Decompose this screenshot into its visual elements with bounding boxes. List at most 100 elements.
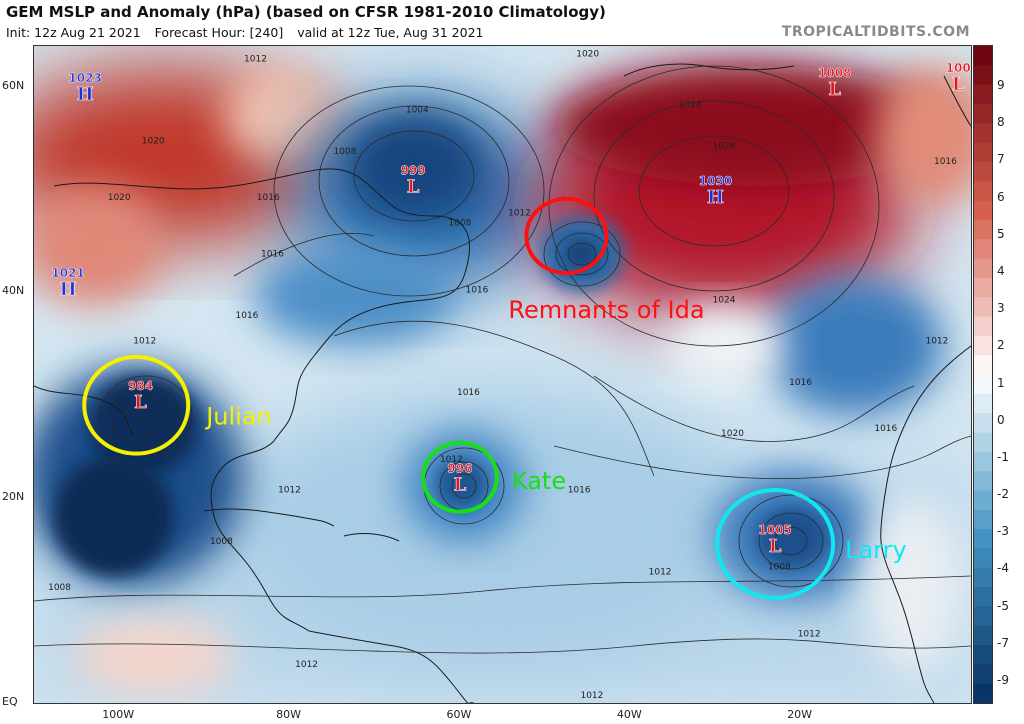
colorbar-label: 3 <box>997 301 1005 316</box>
colorbar-segment <box>974 683 992 704</box>
colorbar-segment <box>974 645 992 665</box>
isobar-label: 1020 <box>142 137 165 147</box>
colorbar-label: 6 <box>997 189 1005 204</box>
longitude-label: 20W <box>787 708 813 721</box>
init-time: Init: 12z Aug 21 2021 <box>6 25 141 40</box>
low-pressure-marker: L <box>828 79 841 100</box>
storm-circle <box>524 196 609 276</box>
high-pressure-marker: H <box>77 84 94 105</box>
colorbar-segment <box>974 432 992 453</box>
texas-coast <box>34 385 135 437</box>
high-pressure-marker: H <box>707 187 724 208</box>
gulf-coast <box>210 440 310 632</box>
colorbar-segment <box>974 509 992 530</box>
isobar-line <box>34 575 971 602</box>
isobar-label: 1012 <box>649 568 672 578</box>
low-pressure-marker: L <box>952 74 965 95</box>
storm-circle <box>420 440 499 514</box>
colorbar-label: 2 <box>997 338 1005 353</box>
pressure-center-value: 999 <box>401 164 426 178</box>
colorbar-segment <box>974 393 992 414</box>
pressure-center-value: 1023 <box>68 71 101 85</box>
site-brand: TROPICALTIDBITS.COM <box>781 24 970 40</box>
colorbar-segment <box>974 142 992 163</box>
isobar-label: 1008 <box>768 563 791 573</box>
storm-label: Julian <box>204 402 272 430</box>
isobar-label: 1016 <box>465 285 488 295</box>
isobar-ring <box>543 221 621 287</box>
colorbar-segment <box>974 451 992 472</box>
colorbar-segment <box>974 84 992 105</box>
pressure-center-value: 1008 <box>818 66 851 80</box>
colorbar-segment <box>974 239 992 260</box>
isobar-ring <box>555 232 609 276</box>
isobar-label: 1008 <box>448 219 471 229</box>
colorbar-label: -4 <box>997 561 1009 576</box>
colorbar-segment <box>974 181 992 202</box>
colorbar-segment <box>974 277 992 298</box>
isobar-label: 1004 <box>406 106 429 116</box>
colorbar-segment <box>974 219 992 240</box>
isobar-label: 1012 <box>244 54 267 64</box>
colorbar-label: 0 <box>997 412 1005 427</box>
map-subtitle: Init: 12z Aug 21 2021 Forecast Hour: [24… <box>6 25 493 40</box>
longitude-label: 100W <box>102 708 135 721</box>
isobar-ring <box>273 85 545 297</box>
storm-annotations: Remnants of Ida Julian Kate Larry <box>82 196 907 600</box>
colorbar-label: 4 <box>997 263 1005 278</box>
isobar-line <box>593 375 915 442</box>
pressure-center-value: 996 <box>447 461 472 475</box>
isobar-line <box>333 320 655 477</box>
colorbar-segment <box>974 65 992 86</box>
isobar-label: 1024 <box>713 296 736 306</box>
isobar-label: 1016 <box>568 486 591 496</box>
north-america-east-coast <box>53 168 470 442</box>
colorbar-segment <box>974 490 992 511</box>
isobar-line <box>233 233 375 277</box>
africa-west-coast <box>880 345 971 703</box>
colorbar-segment <box>974 258 992 279</box>
low-pressure-marker: L <box>407 177 420 198</box>
colorbar-segment <box>974 529 992 549</box>
anomaly-colorbar <box>973 45 993 704</box>
isobar-label: 1016 <box>236 311 259 321</box>
isobar-label: 1012 <box>580 691 603 701</box>
map-panel: 1023 H 1021 H 999 L 1030 H 1008 L 100 L 984 L 996 L 1005… <box>33 45 972 704</box>
isobar-ring <box>593 100 835 292</box>
colorbar-segment <box>974 316 992 337</box>
colorbar-segment <box>974 200 992 221</box>
colorbar-segment <box>974 548 992 569</box>
cuba-outline <box>203 508 335 527</box>
isobar-label: 1012 <box>133 337 156 347</box>
latitude-label: 40N <box>2 284 25 298</box>
europe-coast <box>943 75 971 127</box>
colorbar-segment <box>974 46 992 66</box>
isobar-ring <box>638 135 790 247</box>
pressure-center-value: 984 <box>128 379 153 393</box>
isobar-label: 1028 <box>713 142 736 152</box>
isobar-ring <box>738 494 844 588</box>
storm-label: Remnants of Ida <box>508 296 704 324</box>
colorbar-label: 7 <box>997 152 1005 167</box>
valid-time: valid at 12z Tue, Aug 31 2021 <box>297 25 484 40</box>
isobar-label: 1008 <box>210 537 233 547</box>
isobar-ring <box>548 65 880 347</box>
colorbar-label: 1 <box>997 375 1005 390</box>
latitude-label: 60N <box>2 79 25 93</box>
isobar-ring <box>123 397 169 435</box>
isobar-label: 1016 <box>257 193 280 203</box>
isobar-label: 1020 <box>576 49 599 59</box>
colorbar-label: -5 <box>997 598 1009 613</box>
isobar-label: 1016 <box>789 378 812 388</box>
pressure-center-value: 1021 <box>51 266 84 280</box>
isobar-label: 1016 <box>934 157 957 167</box>
isobar-label: 1008 <box>333 147 356 157</box>
longitude-label: 60W <box>446 708 472 721</box>
longitude-label: 80W <box>276 708 301 721</box>
colorbar-segment <box>974 567 992 588</box>
isobar-ring <box>135 407 157 425</box>
isobar-label: 1016 <box>261 249 284 259</box>
isobar-label: 1012 <box>440 455 463 465</box>
isobar-label: 1024 <box>678 101 701 111</box>
